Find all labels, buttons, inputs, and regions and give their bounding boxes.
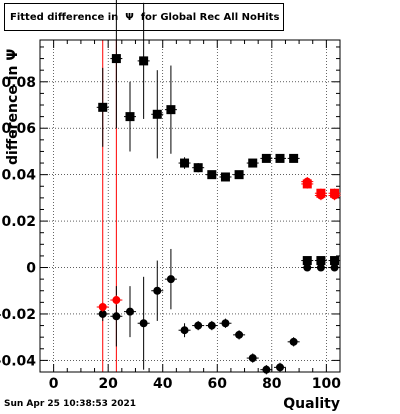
data-point-square bbox=[152, 109, 162, 119]
grid bbox=[40, 40, 340, 372]
x-tick-label: 20 bbox=[98, 376, 118, 392]
data-point-circle bbox=[303, 177, 312, 186]
data-point-circle bbox=[112, 296, 121, 305]
data-point-square bbox=[111, 54, 121, 64]
data-point-square bbox=[316, 256, 326, 266]
x-tick-label: 40 bbox=[153, 376, 173, 392]
data-point-circle bbox=[235, 330, 244, 339]
y-tick-label: 0.08 bbox=[1, 75, 36, 91]
data-point-circle bbox=[330, 191, 339, 200]
data-point-square bbox=[139, 56, 149, 66]
x-tick-label: 60 bbox=[208, 376, 228, 392]
vertical-lines bbox=[102, 40, 117, 372]
data-point-square bbox=[98, 102, 108, 112]
x-tick-label: 80 bbox=[262, 376, 282, 392]
data-point-circle bbox=[248, 354, 257, 363]
data-point-square bbox=[207, 170, 217, 180]
data-point-circle bbox=[98, 309, 107, 318]
data-point-circle bbox=[139, 319, 148, 328]
y-axis-label: difference in Ψ bbox=[5, 48, 21, 165]
data-point-circle bbox=[112, 312, 121, 321]
data-point-circle bbox=[194, 321, 203, 330]
y-tick-label: 0 bbox=[26, 261, 36, 277]
data-point-square bbox=[125, 112, 135, 122]
data-point-circle bbox=[166, 275, 175, 284]
data-point-circle bbox=[276, 363, 284, 372]
y-tick-label: -0.02 bbox=[0, 307, 36, 323]
data-marks bbox=[96, 0, 341, 375]
y-tick-label: 0.06 bbox=[1, 121, 36, 137]
data-point-square bbox=[248, 158, 258, 168]
x-axis-label: Quality bbox=[283, 396, 340, 412]
data-point-circle bbox=[316, 263, 325, 272]
y-tick-label: 0.02 bbox=[1, 214, 36, 230]
data-point-circle bbox=[303, 263, 312, 272]
x-tick-label: 100 bbox=[312, 376, 341, 392]
data-point-circle bbox=[221, 319, 230, 328]
data-point-square bbox=[302, 256, 312, 266]
data-point-square bbox=[330, 256, 340, 266]
data-point-square bbox=[289, 153, 299, 163]
data-point-circle bbox=[153, 286, 162, 295]
data-point-circle bbox=[330, 263, 339, 272]
data-point-square bbox=[220, 172, 230, 182]
data-point-circle bbox=[126, 307, 134, 316]
data-point-square bbox=[180, 158, 190, 168]
data-point-square bbox=[234, 170, 244, 180]
x-tick-label: 0 bbox=[49, 376, 59, 392]
axes: 0 20 40 60 80 100 -0.04 -0.02 0 0.02 0.04 0.06 0.08 bbox=[0, 39, 341, 392]
timestamp: Sun Apr 25 10:38:53 2021 bbox=[4, 399, 137, 409]
data-point-square bbox=[166, 105, 176, 115]
data-point-circle bbox=[316, 191, 325, 200]
data-point-square bbox=[193, 163, 203, 173]
data-point-square bbox=[261, 153, 271, 163]
data-point-circle bbox=[289, 337, 298, 346]
data-point-square bbox=[275, 153, 285, 163]
y-tick-label: 0.04 bbox=[1, 168, 36, 184]
plot-frame bbox=[39, 39, 341, 373]
data-point-circle bbox=[98, 302, 107, 311]
y-tick-label: -0.04 bbox=[0, 353, 36, 369]
data-point-circle bbox=[180, 326, 189, 335]
data-point-circle bbox=[207, 321, 216, 330]
data-point-circle bbox=[262, 365, 271, 374]
